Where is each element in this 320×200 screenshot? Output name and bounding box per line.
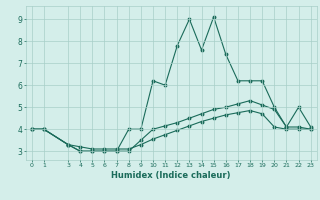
X-axis label: Humidex (Indice chaleur): Humidex (Indice chaleur) xyxy=(111,171,231,180)
